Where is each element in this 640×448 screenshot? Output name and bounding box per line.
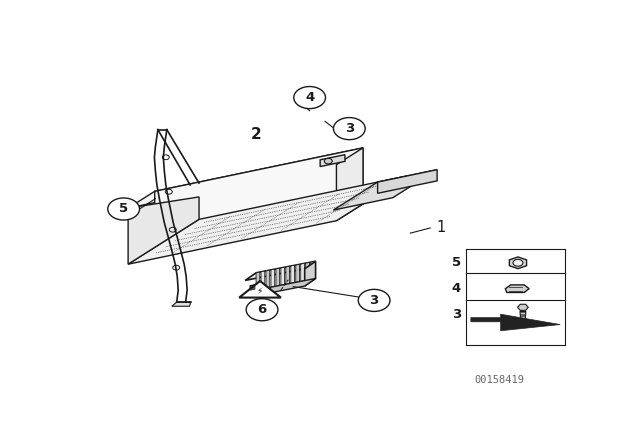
Circle shape [108, 198, 140, 220]
Text: 2: 2 [251, 127, 262, 142]
Polygon shape [301, 263, 305, 281]
Polygon shape [291, 265, 294, 283]
Polygon shape [128, 176, 408, 264]
Circle shape [358, 289, 390, 311]
Polygon shape [266, 270, 269, 288]
Polygon shape [239, 281, 281, 297]
Text: 00158419: 00158419 [474, 375, 524, 385]
Polygon shape [245, 261, 316, 280]
Circle shape [333, 117, 365, 140]
Polygon shape [305, 261, 316, 286]
Text: 1: 1 [436, 220, 445, 236]
Text: 6: 6 [257, 303, 267, 316]
Polygon shape [245, 279, 316, 297]
Text: 5: 5 [119, 202, 128, 215]
Polygon shape [128, 148, 363, 208]
Polygon shape [261, 271, 265, 289]
Polygon shape [172, 302, 191, 306]
Text: 5: 5 [452, 256, 461, 269]
Polygon shape [286, 266, 289, 284]
Text: 3: 3 [369, 294, 379, 307]
Polygon shape [128, 197, 199, 264]
Polygon shape [276, 268, 280, 286]
Text: ⚡: ⚡ [256, 287, 262, 296]
Circle shape [294, 86, 326, 108]
Circle shape [246, 299, 278, 321]
Text: 4: 4 [305, 91, 314, 104]
Text: 3: 3 [452, 308, 461, 321]
Polygon shape [509, 257, 527, 269]
Polygon shape [271, 269, 275, 287]
Polygon shape [155, 148, 363, 247]
Polygon shape [520, 311, 526, 324]
Polygon shape [306, 263, 309, 280]
Polygon shape [256, 272, 260, 290]
Circle shape [324, 159, 332, 164]
Polygon shape [310, 262, 314, 280]
Polygon shape [518, 304, 528, 310]
Polygon shape [250, 285, 255, 291]
Polygon shape [333, 170, 437, 210]
Polygon shape [378, 170, 437, 193]
Text: 3: 3 [345, 122, 354, 135]
Polygon shape [471, 314, 560, 331]
Text: 4: 4 [452, 282, 461, 295]
Polygon shape [337, 148, 363, 221]
Polygon shape [281, 267, 285, 285]
Polygon shape [320, 155, 345, 167]
Polygon shape [506, 285, 529, 293]
Polygon shape [296, 264, 300, 282]
Circle shape [513, 259, 523, 266]
